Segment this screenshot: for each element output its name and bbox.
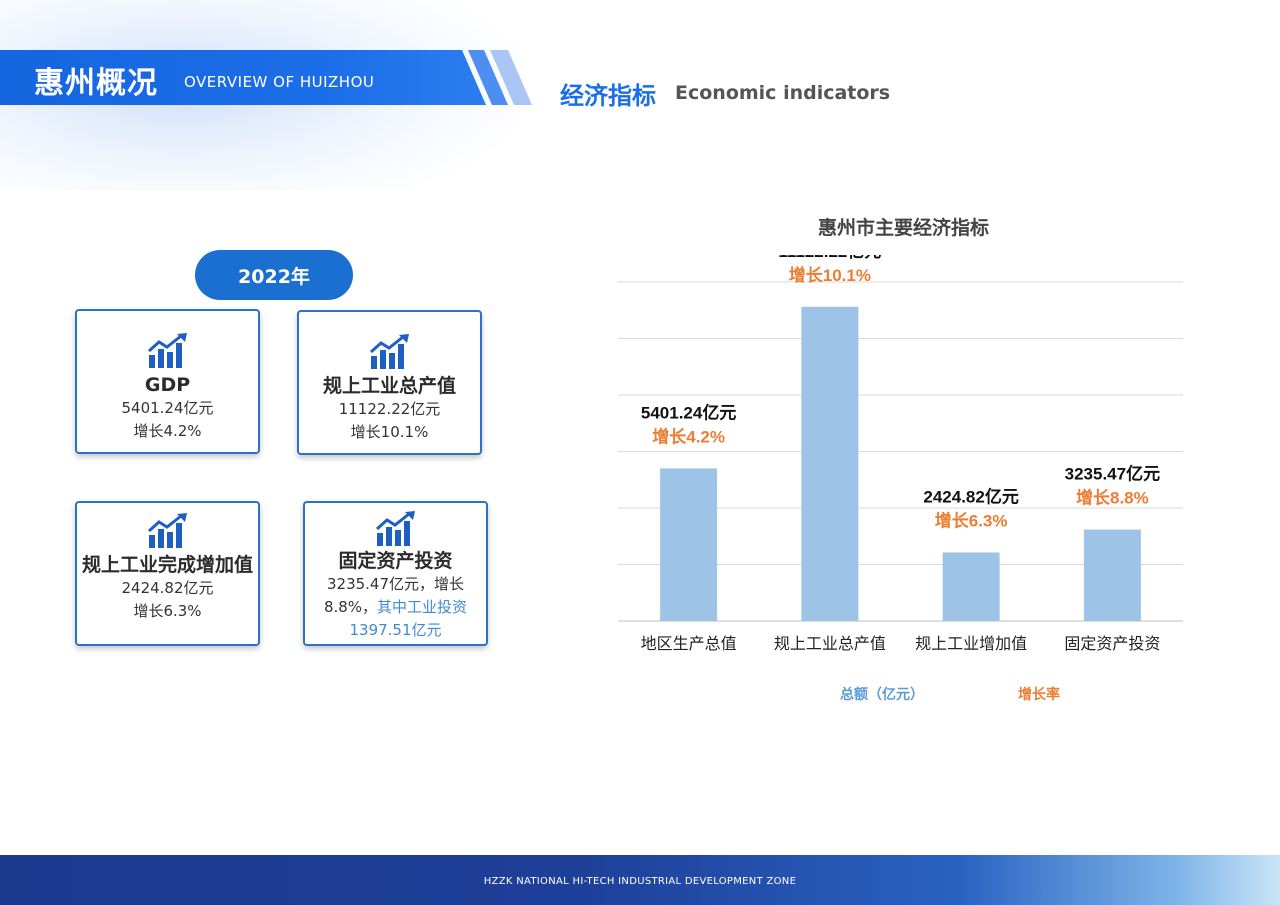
- card-value: 2424.82亿元: [121, 579, 214, 597]
- bar-growth-label: 增长6.3%: [935, 510, 1008, 530]
- growth-chart-icon: [147, 333, 187, 368]
- card-value: 11122.22亿元: [338, 400, 441, 418]
- section-title-en: Economic indicators: [675, 82, 891, 104]
- card-title: 规上工业总产值: [322, 375, 456, 397]
- bar-growth-label: 增长8.8%: [1076, 488, 1149, 508]
- bar-value-label: 3235.47亿元: [1065, 464, 1160, 484]
- card-growth: 增长10.1%: [350, 423, 429, 441]
- chart-title: 惠州市主要经济指标: [818, 217, 990, 239]
- card-title: 规上工业完成增加值: [81, 554, 253, 576]
- bar-value-label: 2424.82亿元: [923, 486, 1018, 506]
- category-label: 地区生产总值: [641, 634, 737, 653]
- card-growth: 增长6.3%: [133, 602, 202, 620]
- card-gdp: GDP 5401.24亿元 增长4.2%: [75, 309, 260, 454]
- card-value: 3235.47亿元，增长: [326, 575, 465, 593]
- bar-growth-label: 增长10.1%: [789, 265, 871, 285]
- card-value: 5401.24亿元: [121, 399, 214, 417]
- legend-growth: 增长率: [1018, 687, 1060, 703]
- growth-chart-icon: [375, 511, 415, 546]
- bar: [660, 468, 718, 621]
- bar: [1083, 529, 1141, 621]
- growth-chart-icon: [147, 513, 187, 548]
- card-title: GDP: [144, 374, 191, 396]
- category-label: 规上工业增加值: [915, 634, 1027, 653]
- category-label: 规上工业总产值: [774, 634, 886, 653]
- card-industrial-investment: 1397.51亿元: [349, 621, 442, 639]
- footer-band: [0, 855, 1280, 905]
- bar: [801, 306, 859, 621]
- legend-total: 总额（亿元）: [840, 687, 924, 703]
- bar-value-label: 11122.22亿元: [778, 255, 881, 261]
- growth-chart-icon: [369, 334, 409, 369]
- card-title: 固定资产投资: [338, 550, 453, 572]
- card-growth-line: 8.8%，其中工业投资: [305, 596, 486, 619]
- card-industrial-output: 规上工业总产值 11122.22亿元 增长10.1%: [297, 310, 482, 455]
- card-industrial-added-value: 规上工业完成增加值 2424.82亿元 增长6.3%: [75, 501, 260, 646]
- page-title-en: OVERVIEW OF HUIZHOU: [184, 73, 375, 91]
- card-highlight: 其中工业投资: [377, 598, 468, 616]
- bar-growth-label: 增长4.2%: [652, 426, 725, 446]
- header-band: [0, 50, 486, 105]
- card-growth: 增长4.2%: [133, 422, 202, 440]
- footer-text: HZZK NATIONAL HI-TECH INDUSTRIAL DEVELOP…: [483, 876, 797, 887]
- card-fixed-asset-investment: 固定资产投资 3235.47亿元，增长 8.8%，其中工业投资 1397.51亿…: [303, 501, 488, 646]
- card-growth: 8.8%，: [323, 598, 378, 616]
- bar-value-label: 5401.24亿元: [641, 402, 736, 422]
- bar: [942, 552, 1000, 621]
- section-title: 经济指标: [560, 82, 656, 110]
- category-label: 固定资产投资: [1064, 634, 1160, 653]
- year-badge: 2022年: [195, 250, 353, 300]
- page-title: 惠州概况: [34, 66, 158, 101]
